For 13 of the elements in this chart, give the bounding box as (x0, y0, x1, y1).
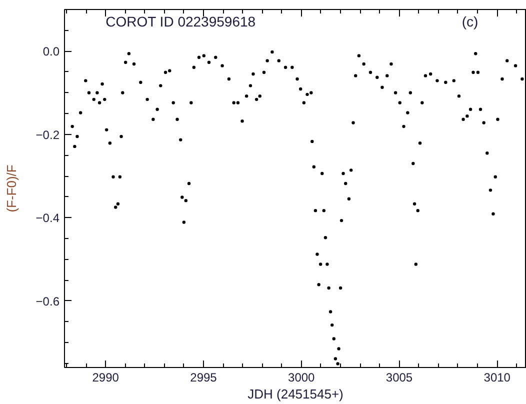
annotation: (c) (462, 14, 478, 30)
y-axis-title: (F-F0)/F (4, 164, 19, 212)
x-tick-label: 2995 (190, 370, 218, 384)
x-tick-label: 3005 (386, 370, 413, 384)
chart-title: COROT ID 0223959618 (106, 14, 256, 30)
x-tick-label: 3000 (288, 370, 316, 384)
x-tick-label: 2990 (92, 370, 120, 384)
y-tick-label: −0.2 (36, 128, 60, 142)
y-tick-label: 0.0 (42, 44, 60, 59)
x-tick-label: 3010 (484, 370, 511, 384)
y-tick-label: −0.6 (36, 294, 60, 308)
x-axis-title: JDH (2451545+) (248, 386, 344, 402)
y-tick-label: −0.4 (36, 211, 60, 226)
